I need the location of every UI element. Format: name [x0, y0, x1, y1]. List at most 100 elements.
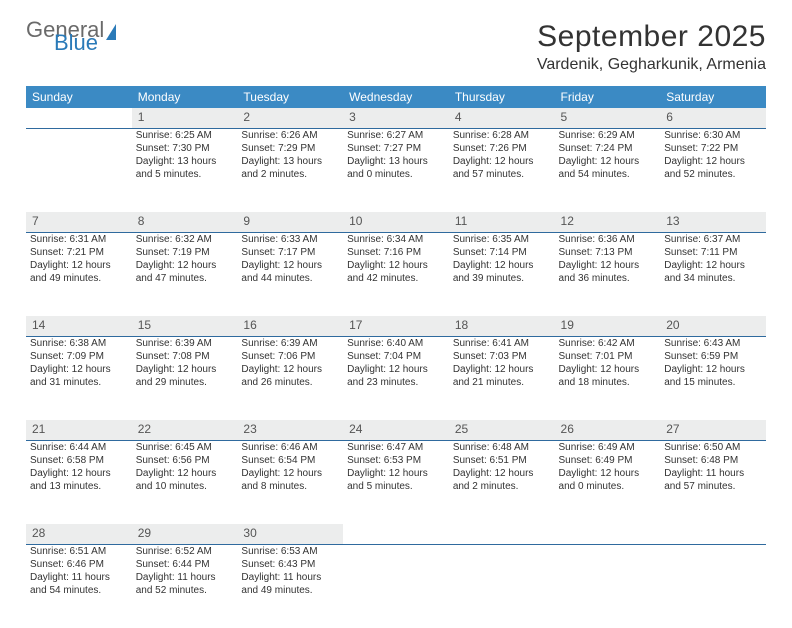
day-info-line: and 29 minutes.	[136, 376, 234, 389]
day-info-line: Daylight: 11 hours	[241, 571, 339, 584]
day-number: 5	[555, 108, 661, 128]
day-cell: Sunrise: 6:40 AMSunset: 7:04 PMDaylight:…	[343, 336, 449, 420]
day-info-line: Daylight: 12 hours	[347, 363, 445, 376]
day-info-line: Daylight: 11 hours	[664, 467, 762, 480]
day-info-line: Sunset: 7:29 PM	[241, 142, 339, 155]
day-info-line: Daylight: 11 hours	[30, 571, 128, 584]
day-info-line: and 0 minutes.	[559, 480, 657, 493]
day-cell: Sunrise: 6:47 AMSunset: 6:53 PMDaylight:…	[343, 440, 449, 524]
day-info-line: Sunrise: 6:28 AM	[453, 129, 551, 142]
day-number	[449, 524, 555, 544]
day-info-line: Daylight: 12 hours	[347, 259, 445, 272]
calendar-table: Sunday Monday Tuesday Wednesday Thursday…	[26, 86, 766, 628]
day-info-line: Sunset: 6:49 PM	[559, 454, 657, 467]
day-cell: Sunrise: 6:42 AMSunset: 7:01 PMDaylight:…	[555, 336, 661, 420]
day-info-line: Sunrise: 6:39 AM	[136, 337, 234, 350]
day-info-line: Daylight: 12 hours	[241, 363, 339, 376]
day-number	[555, 524, 661, 544]
day-info-line: Sunset: 7:09 PM	[30, 350, 128, 363]
day-cell: Sunrise: 6:26 AMSunset: 7:29 PMDaylight:…	[237, 128, 343, 212]
day-info-line: Sunrise: 6:29 AM	[559, 129, 657, 142]
day-cell: Sunrise: 6:29 AMSunset: 7:24 PMDaylight:…	[555, 128, 661, 212]
day-info-line: Sunrise: 6:47 AM	[347, 441, 445, 454]
day-info-line: and 36 minutes.	[559, 272, 657, 285]
header: General Blue September 2025 Vardenik, Ge…	[26, 20, 766, 74]
day-info-line: Sunset: 6:53 PM	[347, 454, 445, 467]
day-info-line: and 49 minutes.	[241, 584, 339, 597]
day-info-line: and 54 minutes.	[559, 168, 657, 181]
day-cell: Sunrise: 6:36 AMSunset: 7:13 PMDaylight:…	[555, 232, 661, 316]
day-cell: Sunrise: 6:52 AMSunset: 6:44 PMDaylight:…	[132, 544, 238, 628]
day-info-line: Daylight: 12 hours	[664, 259, 762, 272]
day-number: 15	[132, 316, 238, 336]
day-info-line: Sunset: 6:56 PM	[136, 454, 234, 467]
day-info-line: Sunset: 7:24 PM	[559, 142, 657, 155]
day-info-line: Sunrise: 6:34 AM	[347, 233, 445, 246]
day-number: 22	[132, 420, 238, 440]
day-number	[343, 524, 449, 544]
day-info-line: Sunrise: 6:40 AM	[347, 337, 445, 350]
day-data-row: Sunrise: 6:25 AMSunset: 7:30 PM Daylight:…	[26, 128, 766, 212]
day-info-line: and 31 minutes.	[30, 376, 128, 389]
day-info-line: Sunset: 7:22 PM	[664, 142, 762, 155]
day-info-line: Daylight: 12 hours	[453, 363, 551, 376]
day-header: Friday	[555, 86, 661, 108]
day-info-line: and 18 minutes.	[559, 376, 657, 389]
logo-sail-icon	[106, 24, 116, 40]
day-number-row: 21222324252627	[26, 420, 766, 440]
day-cell: Sunrise: 6:39 AMSunset: 7:06 PMDaylight:…	[237, 336, 343, 420]
day-number: 4	[449, 108, 555, 128]
day-info-line: Sunset: 6:54 PM	[241, 454, 339, 467]
day-cell: Sunrise: 6:50 AMSunset: 6:48 PMDaylight:…	[660, 440, 766, 524]
day-info-line: and 54 minutes.	[30, 584, 128, 597]
day-number-row: 282930	[26, 524, 766, 544]
day-data-row: Sunrise: 6:51 AMSunset: 6:46 PMDaylight:…	[26, 544, 766, 628]
day-info-line: Sunrise: 6:48 AM	[453, 441, 551, 454]
day-cell: Sunrise: 6:34 AMSunset: 7:16 PMDaylight:…	[343, 232, 449, 316]
day-info-line: and 13 minutes.	[30, 480, 128, 493]
day-info-line: Sunset: 7:06 PM	[241, 350, 339, 363]
day-info-line: Sunrise: 6:26 AM	[241, 129, 339, 142]
day-info-line: Sunrise: 6:38 AM	[30, 337, 128, 350]
day-info-line: Sunrise: 6:30 AM	[664, 129, 762, 142]
day-info-line: Sunrise: 6:35 AM	[453, 233, 551, 246]
day-cell: Sunrise: 6:28 AMSunset: 7:26 PMDaylight:…	[449, 128, 555, 212]
day-info-line: Daylight: 12 hours	[453, 155, 551, 168]
day-cell: Sunrise: 6:27 AMSunset: 7:27 PMDaylight:…	[343, 128, 449, 212]
day-number: 7	[26, 212, 132, 232]
day-info-line: Sunset: 7:26 PM	[453, 142, 551, 155]
day-info-line: and 47 minutes.	[136, 272, 234, 285]
day-number	[660, 524, 766, 544]
day-info-line: and 23 minutes.	[347, 376, 445, 389]
day-info-line: Sunset: 6:46 PM	[30, 558, 128, 571]
day-number: 11	[449, 212, 555, 232]
day-cell	[555, 544, 661, 628]
day-info-line: Sunset: 6:48 PM	[664, 454, 762, 467]
day-header: Thursday	[449, 86, 555, 108]
day-info-line: Daylight: 12 hours	[559, 363, 657, 376]
day-header: Tuesday	[237, 86, 343, 108]
day-info-line: and 2 minutes.	[453, 480, 551, 493]
day-info-line: Daylight: 12 hours	[30, 363, 128, 376]
day-info-line: Daylight: 12 hours	[136, 363, 234, 376]
day-number-row: 78910111213	[26, 212, 766, 232]
day-number: 30	[237, 524, 343, 544]
day-number: 12	[555, 212, 661, 232]
title-block: September 2025 Vardenik, Gegharkunik, Ar…	[537, 20, 766, 74]
day-info-line: Sunset: 7:30 PM	[136, 142, 234, 155]
day-cell	[660, 544, 766, 628]
day-cell: Sunrise: 6:32 AMSunset: 7:19 PMDaylight:…	[132, 232, 238, 316]
day-number: 28	[26, 524, 132, 544]
day-info-line: Sunrise: 6:42 AM	[559, 337, 657, 350]
day-info-line: and 0 minutes.	[347, 168, 445, 181]
day-cell: Sunrise: 6:43 AMSunset: 6:59 PMDaylight:…	[660, 336, 766, 420]
day-data-row: Sunrise: 6:44 AMSunset: 6:58 PMDaylight:…	[26, 440, 766, 524]
day-info-line: Sunrise: 6:25 AM	[136, 129, 234, 142]
day-info-line: Daylight: 12 hours	[241, 467, 339, 480]
day-info-line: and 39 minutes.	[453, 272, 551, 285]
day-info-line: and 57 minutes.	[664, 480, 762, 493]
day-info-line: Sunset: 6:59 PM	[664, 350, 762, 363]
day-cell: Sunrise: 6:33 AMSunset: 7:17 PMDaylight:…	[237, 232, 343, 316]
day-number: 10	[343, 212, 449, 232]
day-info-line: and 34 minutes.	[664, 272, 762, 285]
